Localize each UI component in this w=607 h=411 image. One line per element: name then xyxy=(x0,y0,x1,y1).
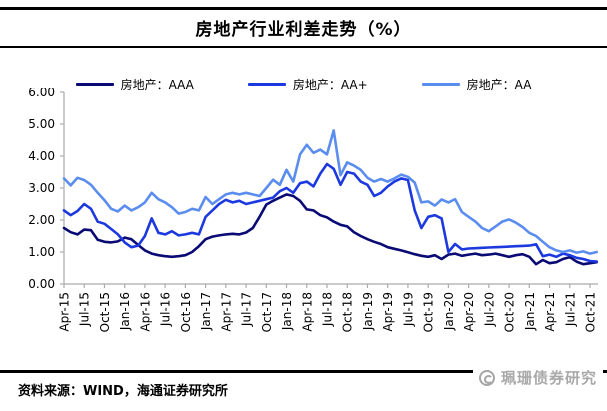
x-tick-label: Oct-15 xyxy=(98,292,112,332)
x-tick-label: Apr-19 xyxy=(381,292,395,332)
x-tick-label: Jan-16 xyxy=(118,292,132,331)
x-tick-label: Apr-18 xyxy=(300,292,314,332)
y-tick-label: 6.00 xyxy=(28,88,55,99)
y-tick-label: 1.00 xyxy=(28,245,55,259)
legend-item-aa-plus: 房地产：AA+ xyxy=(247,76,368,93)
x-tick-label: Jan-17 xyxy=(199,292,213,331)
legend-item-aa: 房地产：AA xyxy=(421,76,532,93)
y-tick-label: 2.00 xyxy=(28,213,55,227)
x-tick-label: Apr-17 xyxy=(219,292,233,332)
chart-legend: 房地产：AAA 房地产：AA+ 房地产：AA xyxy=(0,76,607,93)
legend-swatch-aa-plus xyxy=(247,83,286,86)
y-tick-label: 3.00 xyxy=(28,181,55,195)
x-tick-label: Jan-21 xyxy=(523,292,537,331)
series-line-0 xyxy=(62,193,599,266)
x-tick-label: Jan-20 xyxy=(442,292,456,331)
footer-divider xyxy=(0,370,607,373)
x-tick-label: Jul-20 xyxy=(482,292,496,327)
title-divider xyxy=(0,46,607,48)
watermark: 珮珊债券研究 xyxy=(472,364,603,391)
x-tick-label: Jan-19 xyxy=(361,292,375,331)
x-tick-label: Jul-15 xyxy=(78,292,92,327)
watermark-text: 珮珊债券研究 xyxy=(500,369,597,387)
legend-swatch-aa xyxy=(421,83,460,86)
x-tick-label: Apr-15 xyxy=(58,292,72,332)
x-tick-label: Jul-21 xyxy=(563,292,577,327)
legend-swatch-aaa xyxy=(75,83,114,86)
series-line-1 xyxy=(62,162,599,263)
x-tick-label: Jul-16 xyxy=(159,292,173,327)
source-note: 资料来源：WIND，海通证券研究所 xyxy=(18,384,228,399)
y-tick-label: 4.00 xyxy=(28,149,55,163)
x-tick-label: Oct-16 xyxy=(179,292,193,332)
legend-label-aa-plus: 房地产：AA+ xyxy=(292,78,368,92)
x-tick-label: Apr-20 xyxy=(462,292,476,332)
legend-item-aaa: 房地产：AAA xyxy=(75,76,194,93)
x-tick-label: Oct-21 xyxy=(584,292,598,332)
x-tick-label: Oct-20 xyxy=(503,292,517,332)
x-tick-label: Apr-16 xyxy=(138,292,152,332)
y-tick-label: 5.00 xyxy=(28,117,55,131)
chart-title: 房地产行业利差走势（%） xyxy=(195,20,412,40)
x-tick-label: Jul-18 xyxy=(321,292,335,327)
circle-logo-icon xyxy=(478,369,495,386)
series-line-2 xyxy=(62,129,599,255)
y-tick-label: 0.00 xyxy=(28,277,55,291)
top-divider xyxy=(0,7,607,10)
legend-label-aa: 房地产：AA xyxy=(466,78,532,92)
x-tick-label: Jul-17 xyxy=(240,292,254,327)
x-tick-label: Oct-19 xyxy=(422,292,436,332)
legend-label-aaa: 房地产：AAA xyxy=(120,78,194,92)
x-tick-label: Apr-21 xyxy=(543,292,557,332)
x-tick-label: Oct-18 xyxy=(341,292,355,332)
x-tick-label: Jan-18 xyxy=(280,292,294,331)
x-tick-label: Oct-17 xyxy=(260,292,274,332)
x-tick-label: Jul-19 xyxy=(401,292,415,327)
